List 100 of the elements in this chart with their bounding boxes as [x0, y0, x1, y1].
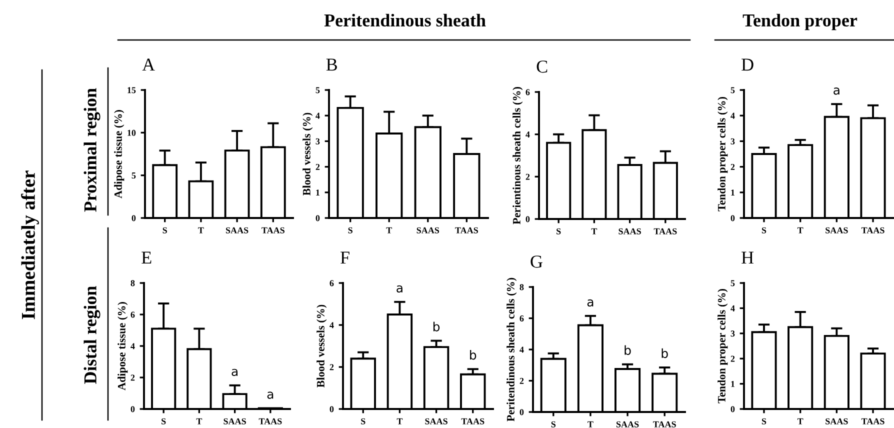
- annotation: a: [587, 299, 594, 307]
- y-axis-title: Peritendinous sheath cells (%): [506, 278, 517, 422]
- y-tick-label: 2: [730, 164, 735, 170]
- y-tick-label: 6: [520, 315, 524, 322]
- chart-title: A: [142, 58, 155, 71]
- y-tick-label: 3: [730, 138, 735, 144]
- y-tick-label: 4: [730, 305, 735, 312]
- x-tick-label: SAAS: [224, 418, 246, 424]
- y-tick-label: 2: [130, 374, 135, 381]
- x-tick-label: TAAS: [461, 418, 484, 424]
- x-tick-label: S: [551, 421, 556, 428]
- text: Proximal region: [84, 88, 100, 212]
- y-tick-label: 6: [330, 280, 334, 286]
- x-tick-label: TAAS: [258, 418, 282, 424]
- y-tick-label: 4: [526, 132, 530, 138]
- y-tick-label: 4: [130, 343, 135, 350]
- x-tick-label: T: [198, 227, 204, 234]
- y-tick-label: 4: [730, 112, 735, 119]
- annotation: b: [470, 350, 476, 360]
- y-tick-label: 1: [316, 190, 320, 196]
- y-tick-label: 8: [130, 280, 135, 286]
- annotation: a: [232, 368, 238, 376]
- x-tick-label: T: [588, 421, 594, 428]
- y-tick-label: 5: [132, 172, 136, 179]
- x-tick-label: T: [797, 418, 804, 424]
- x-tick-label: TAAS: [653, 421, 676, 428]
- x-tick-label: TAAS: [262, 227, 284, 234]
- x-tick-label: SAAS: [826, 227, 848, 234]
- y-tick-label: 0: [132, 215, 136, 222]
- text: Immediately after: [21, 170, 39, 320]
- y-tick-label: 4: [316, 112, 320, 119]
- y-axis-title: Adipose tissue (%): [118, 302, 128, 390]
- y-tick-label: 3: [316, 138, 320, 144]
- text: Distal region: [84, 286, 100, 384]
- y-tick-label: 0: [730, 406, 735, 412]
- chart-title: F: [340, 252, 350, 264]
- y-tick-label: 0: [330, 406, 334, 412]
- y-tick-label: 2: [730, 356, 735, 362]
- x-tick-label: SAAS: [416, 227, 440, 234]
- y-axis-title: Perientinous sheath cells (%): [512, 87, 523, 224]
- y-tick-label: 0: [316, 215, 320, 222]
- text: Tendon proper: [742, 14, 858, 30]
- y-axis-title: Blood vessels (%): [316, 304, 327, 388]
- x-tick-label: SAAS: [616, 421, 639, 428]
- chart-title: E: [142, 252, 152, 264]
- y-tick-label: 1: [731, 380, 735, 387]
- x-tick-label: T: [591, 228, 598, 234]
- y-tick-label: 5: [316, 87, 320, 94]
- y-tick-label: 2: [316, 164, 320, 170]
- y-tick-label: 15: [128, 87, 136, 94]
- x-tick-label: TAAS: [654, 228, 677, 234]
- chart-title: C: [536, 60, 548, 73]
- annotation: a: [396, 285, 402, 293]
- x-tick-label: S: [361, 418, 366, 424]
- x-tick-label: SAAS: [226, 227, 248, 234]
- y-tick-label: 0: [130, 406, 135, 412]
- x-tick-label: SAAS: [425, 418, 448, 424]
- x-tick-label: T: [196, 418, 202, 424]
- y-tick-label: 5: [730, 87, 735, 94]
- x-tick-label: S: [556, 228, 561, 234]
- x-tick-label: TAAS: [861, 227, 884, 234]
- x-tick-label: S: [762, 418, 766, 424]
- y-tick-label: 4: [520, 346, 524, 353]
- annotation: b: [433, 322, 440, 332]
- x-tick-label: SAAS: [618, 228, 641, 234]
- chart-title: G: [530, 256, 542, 268]
- x-tick-label: S: [162, 418, 166, 424]
- y-tick-label: 0: [730, 215, 735, 222]
- y-tick-label: 2: [330, 364, 334, 370]
- annotation: b: [662, 348, 668, 358]
- y-tick-label: 1: [731, 190, 735, 196]
- x-tick-label: T: [797, 227, 804, 234]
- text: Peritendinous sheath: [324, 14, 486, 27]
- chart-title: B: [326, 58, 337, 71]
- x-tick-label: TAAS: [861, 418, 884, 424]
- y-tick-label: 8: [520, 284, 524, 290]
- x-tick-label: SAAS: [826, 418, 848, 424]
- x-tick-label: S: [348, 227, 352, 234]
- chart-title: D: [742, 58, 754, 71]
- y-tick-label: 6: [526, 89, 530, 96]
- y-axis-title: Tendon proper cells (%): [718, 97, 728, 212]
- y-tick-label: 0: [526, 216, 530, 222]
- y-axis-title: Tendon proper cells (%): [718, 289, 728, 404]
- chart-title: H: [742, 252, 754, 264]
- y-tick-label: 0: [520, 409, 524, 416]
- y-tick-label: 2: [520, 378, 524, 384]
- x-tick-label: TAAS: [455, 227, 478, 234]
- annotation: a: [834, 88, 840, 95]
- y-tick-label: 6: [130, 312, 135, 318]
- y-tick-label: 4: [330, 322, 334, 328]
- x-tick-label: T: [386, 227, 392, 234]
- x-tick-label: S: [162, 227, 167, 234]
- x-tick-label: S: [762, 227, 766, 234]
- annotation: a: [267, 392, 274, 399]
- y-axis-title: Blood vessels (%): [302, 112, 313, 196]
- y-tick-label: 5: [730, 280, 735, 286]
- y-axis-title: Adipose tissue (%): [114, 110, 124, 198]
- y-tick-label: 10: [128, 130, 136, 136]
- y-tick-label: 2: [526, 174, 530, 180]
- x-tick-label: T: [396, 418, 403, 424]
